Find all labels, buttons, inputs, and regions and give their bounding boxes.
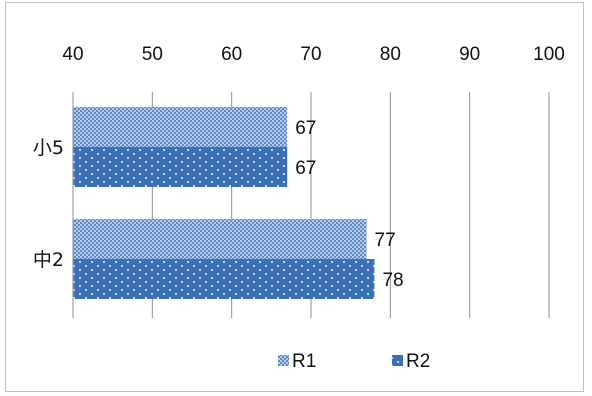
data-label: 67 [295,118,316,139]
category-label: 中2 [33,249,64,271]
x-tick-label: 70 [300,44,321,65]
data-label: 77 [375,230,396,251]
chart-frame [5,2,584,392]
x-tick-label: 50 [142,44,163,65]
legend: R1 R2 [278,351,430,372]
legend-swatch-R2 [392,355,403,366]
x-tick-label: 40 [62,44,83,65]
legend-label: R1 [292,351,316,372]
bar-R1-0 [73,107,288,147]
x-tick-label: 100 [533,44,565,65]
bar-R1-1 [73,219,367,259]
x-tick-label: 80 [380,44,401,65]
bar-R2-1 [73,259,375,299]
legend-label: R2 [406,351,430,372]
data-labels: 67 67 77 78 [295,118,403,291]
x-tick-label: 60 [221,44,242,65]
category-axis: 小5 中2 [33,92,74,318]
data-label: 67 [295,158,316,179]
bar-R2-0 [73,147,288,187]
data-label: 78 [382,270,403,291]
category-label: 小5 [33,137,64,159]
bars [73,107,375,299]
legend-swatch-R1 [278,355,289,366]
x-axis-ticks: 40 50 60 70 80 90 100 [62,44,564,65]
x-tick-label: 90 [459,44,480,65]
